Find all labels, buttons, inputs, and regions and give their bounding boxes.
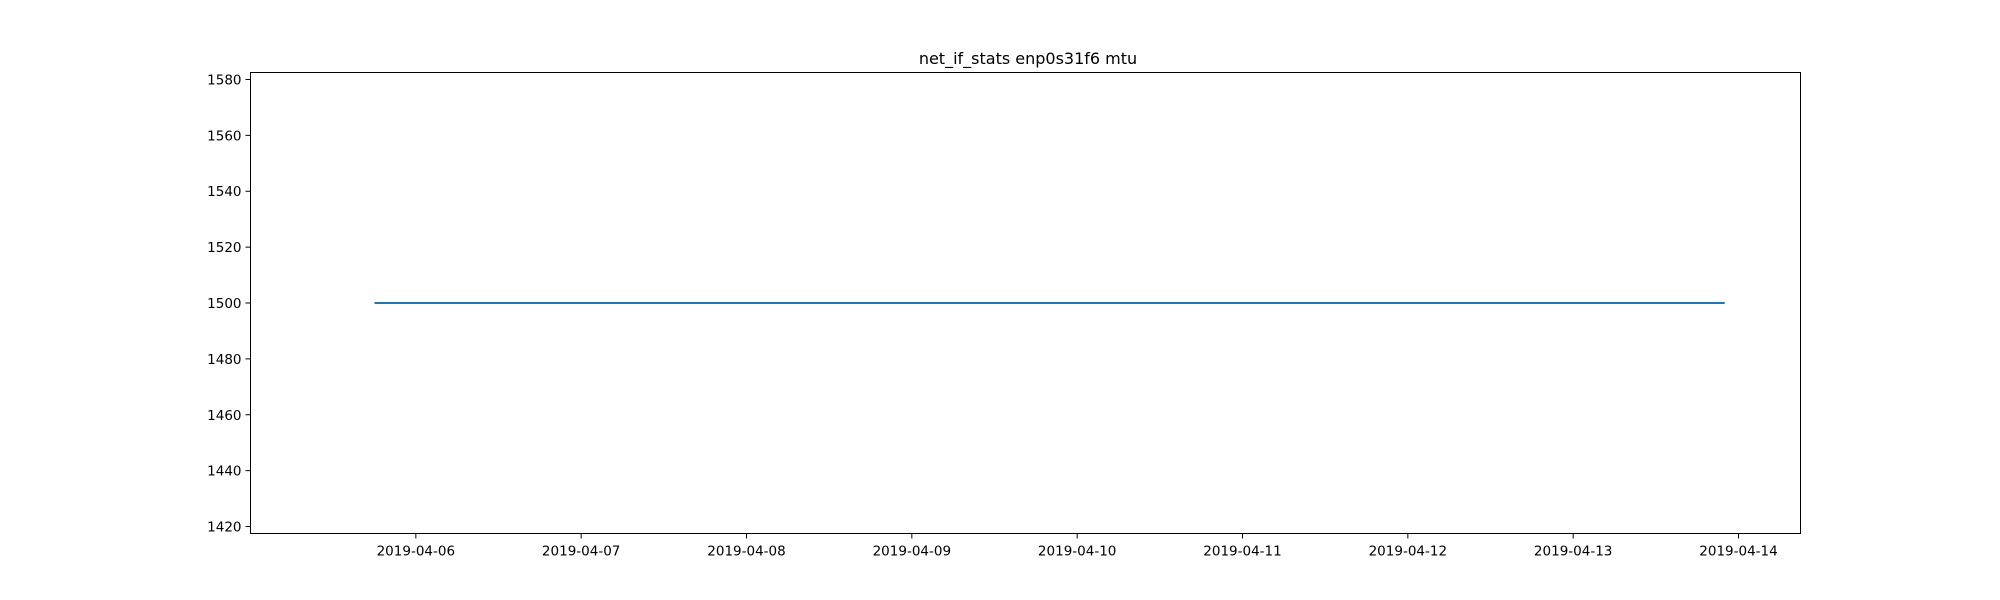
y-tick-label: 1580 (207, 72, 241, 88)
y-tick-label: 1560 (207, 128, 241, 144)
x-tick-label: 2019-04-10 (1038, 544, 1116, 560)
y-tick-label: 1440 (207, 464, 241, 480)
y-tick-label: 1420 (207, 520, 241, 536)
y-tick-label: 1480 (207, 352, 241, 368)
plot-frame (250, 72, 1801, 534)
x-tick-label: 2019-04-11 (1203, 544, 1281, 560)
y-tick-label: 1500 (207, 296, 241, 312)
chart-title: net_if_stats enp0s31f6 mtu (919, 49, 1137, 69)
y-tick-label: 1540 (207, 184, 241, 200)
y-tick-label: 1460 (207, 408, 241, 424)
x-tick-label: 2019-04-09 (873, 544, 951, 560)
x-tick-label: 2019-04-13 (1534, 544, 1612, 560)
y-tick-label: 1520 (207, 240, 241, 256)
x-tick-label: 2019-04-06 (377, 544, 455, 560)
x-tick-label: 2019-04-12 (1369, 544, 1447, 560)
x-tick-label: 2019-04-14 (1699, 544, 1777, 560)
x-axis: 2019-04-06 2019-04-07 2019-04-08 2019-04-09… (377, 533, 1778, 560)
x-tick-label: 2019-04-07 (542, 544, 620, 560)
x-tick-label: 2019-04-08 (707, 544, 785, 560)
y-axis: 1420 1440 1460 1480 1500 1520 1540 1560 1580 (207, 72, 251, 536)
